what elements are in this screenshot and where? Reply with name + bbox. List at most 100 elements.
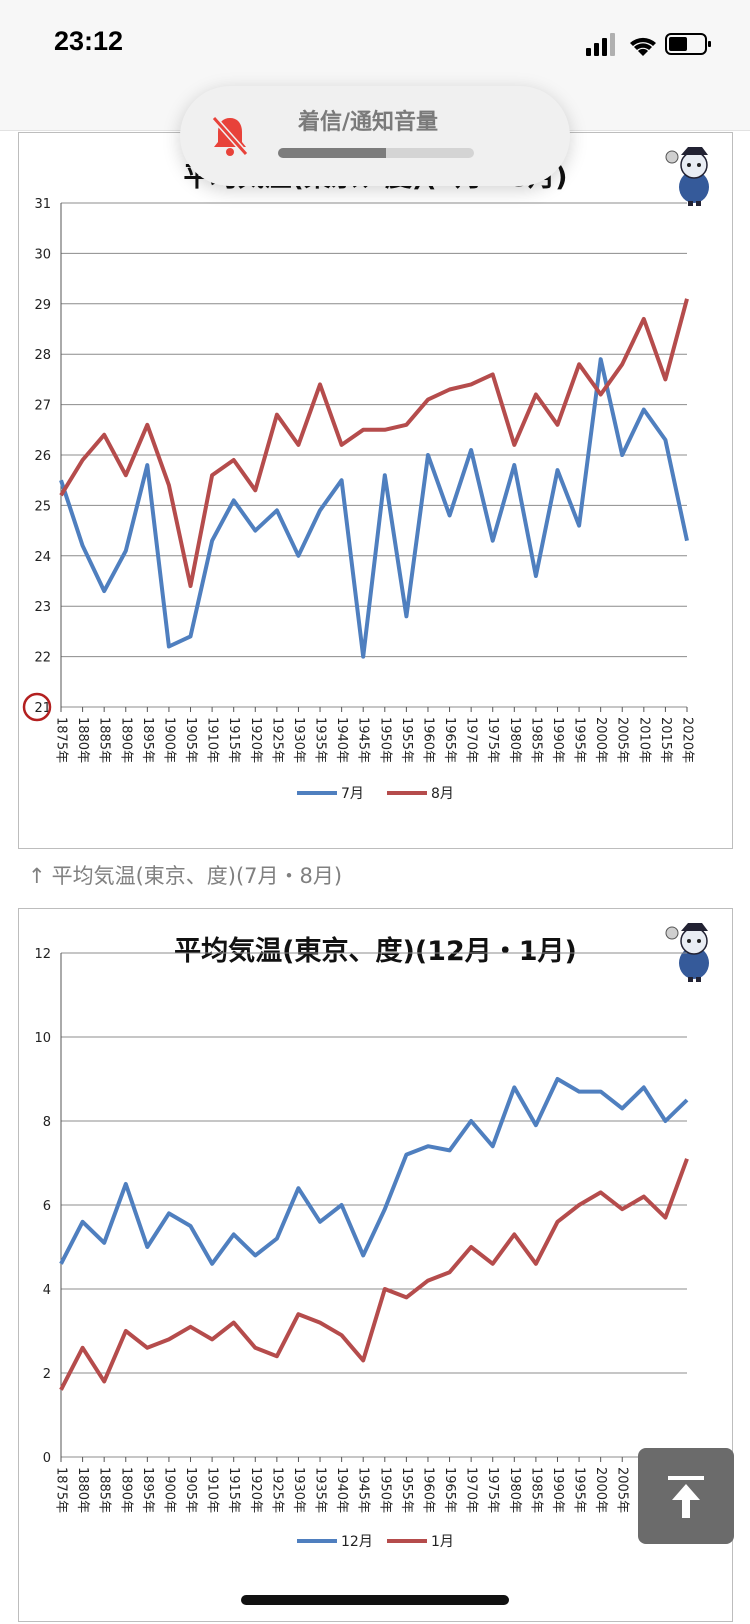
chart-top: 平均気温(東京、度)(7月・8月) 2122232425262728293031… (18, 132, 733, 849)
y-tick-label: 28 (34, 348, 51, 363)
x-tick-label: 1905年 (183, 1467, 198, 1513)
x-tick-label: 1965年 (442, 717, 457, 763)
y-tick-label: 0 (43, 1451, 51, 1466)
x-tick-label: 1990年 (550, 717, 565, 763)
x-tick-label: 1880年 (75, 717, 90, 763)
x-tick-label: 1960年 (420, 1467, 435, 1513)
clock: 23:12 (54, 26, 124, 56)
x-tick-label: 1975年 (485, 717, 500, 763)
y-tick-label: 12 (34, 947, 51, 962)
mascot-icon (665, 923, 709, 982)
x-tick-label: 1980年 (507, 717, 522, 763)
caption-text: 平均気温(東京、度)(7月・8月) (51, 864, 343, 888)
up-arrow-icon: ↑ (28, 864, 46, 888)
series-line-12月 (59, 1077, 689, 1266)
x-tick-label: 1895年 (140, 717, 155, 763)
x-tick-label: 1940年 (334, 717, 349, 763)
x-tick-label: 1900年 (161, 717, 176, 763)
x-tick-label: 1945年 (356, 717, 371, 763)
legend-label: 8月 (431, 786, 454, 802)
x-tick-label: 1930年 (291, 1467, 306, 1513)
x-tick-label: 1880年 (75, 1467, 90, 1513)
series-line-8月 (59, 298, 689, 588)
x-tick-label: 1950年 (377, 1467, 392, 1513)
y-tick-label: 21 (34, 701, 51, 716)
x-tick-label: 1930年 (291, 717, 306, 763)
x-tick-label: 1970年 (464, 717, 479, 763)
chart-1-svg: 21 22 23 24 25 26 27 28 29 30 31 1875年 1880年 1885年 189… (22, 197, 695, 802)
y-tick-label: 4 (43, 1283, 51, 1298)
x-tick-label: 1965年 (442, 1467, 457, 1513)
x-tick-label: 1915年 (226, 1467, 241, 1513)
x-tick-label: 1905年 (183, 717, 198, 763)
battery-icon (665, 33, 711, 55)
series-line-7月 (59, 357, 689, 659)
x-tick-label: 2020年 (680, 717, 695, 763)
legend-label: 1月 (431, 1534, 454, 1550)
x-tick-label: 2000年 (593, 1467, 608, 1513)
x-tick-label: 1990年 (550, 1467, 565, 1513)
chart-bottom: 平均気温(東京、度)(12月・1月) 0 2 4 6 8 10 12 1875年 1880年 18… (18, 908, 733, 1622)
x-tick-label: 1995年 (572, 1467, 587, 1513)
x-tick-label: 1890年 (118, 1467, 133, 1513)
x-tick-label: 1920年 (248, 717, 263, 763)
x-tick-label: 1925年 (269, 717, 284, 763)
volume-label: 着信/通知音量 (298, 110, 439, 135)
chart-title: 平均気温(東京、度)(12月・1月) (174, 936, 577, 967)
y-tick-label: 23 (34, 600, 51, 615)
x-tick-label: 1975年 (485, 1467, 500, 1513)
x-tick-label: 1935年 (313, 1467, 328, 1513)
volume-slider[interactable] (278, 148, 474, 158)
x-tick-label: 1950年 (377, 717, 392, 763)
x-tick-label: 1945年 (356, 1467, 371, 1513)
y-tick-label: 10 (34, 1031, 51, 1046)
x-tick-label: 2005年 (615, 717, 630, 763)
y-tick-label: 24 (34, 550, 51, 565)
status-icons (586, 33, 711, 56)
y-tick-label: 26 (34, 449, 51, 464)
x-tick-label: 1960年 (420, 717, 435, 763)
chart-2-svg: 0 2 4 6 8 10 12 1875年 1880年 1885年 1890年 1895年 1900年 1… (34, 947, 694, 1550)
x-tick-label: 1995年 (572, 717, 587, 763)
x-tick-label: 2010年 (636, 717, 651, 763)
x-tick-label: 1985年 (528, 1467, 543, 1513)
x-tick-label: 1920年 (248, 1467, 263, 1513)
x-tick-label: 1875年 (54, 717, 69, 763)
x-tick-label: 1910年 (205, 717, 220, 763)
series-line-1月 (59, 1158, 689, 1391)
x-tick-label: 1925年 (269, 1467, 284, 1513)
y-tick-label: 29 (34, 298, 51, 313)
y-tick-label: 6 (43, 1199, 51, 1214)
x-tick-label: 1935年 (313, 717, 328, 763)
x-tick-label: 1885年 (97, 717, 112, 763)
x-tick-label: 1890年 (118, 717, 133, 763)
legend-label: 7月 (341, 786, 364, 802)
cellular-signal-icon (586, 33, 615, 56)
home-indicator (241, 1595, 509, 1605)
x-tick-label: 2005年 (615, 1467, 630, 1513)
volume-level-fill (278, 148, 386, 158)
x-tick-label: 1940年 (334, 1467, 349, 1513)
y-tick-label: 2 (43, 1367, 51, 1382)
x-tick-label: 1895年 (140, 1467, 155, 1513)
chart-caption: ↑ 平均気温(東京、度)(7月・8月) (28, 860, 342, 890)
x-tick-label: 1970年 (464, 1467, 479, 1513)
highlight-circle (22, 692, 52, 722)
x-tick-label: 1955年 (399, 717, 414, 763)
x-tick-label: 2015年 (658, 717, 673, 763)
y-tick-label: 25 (34, 499, 51, 514)
back-to-top-button[interactable] (638, 1448, 734, 1544)
x-tick-label: 1985年 (528, 717, 543, 763)
x-tick-label: 1980年 (507, 1467, 522, 1513)
volume-hud: 着信/通知音量 (180, 86, 570, 186)
legend-label: 12月 (341, 1534, 373, 1550)
y-tick-label: 30 (34, 247, 51, 262)
mascot-icon (665, 147, 709, 206)
y-tick-label: 27 (34, 399, 51, 414)
y-tick-label: 31 (34, 197, 51, 212)
x-tick-label: 1885年 (97, 1467, 112, 1513)
x-tick-label: 1900年 (161, 1467, 176, 1513)
x-tick-label: 1875年 (54, 1467, 69, 1513)
y-tick-label: 8 (43, 1115, 51, 1130)
arrow-up-to-top-icon (668, 1476, 704, 1518)
